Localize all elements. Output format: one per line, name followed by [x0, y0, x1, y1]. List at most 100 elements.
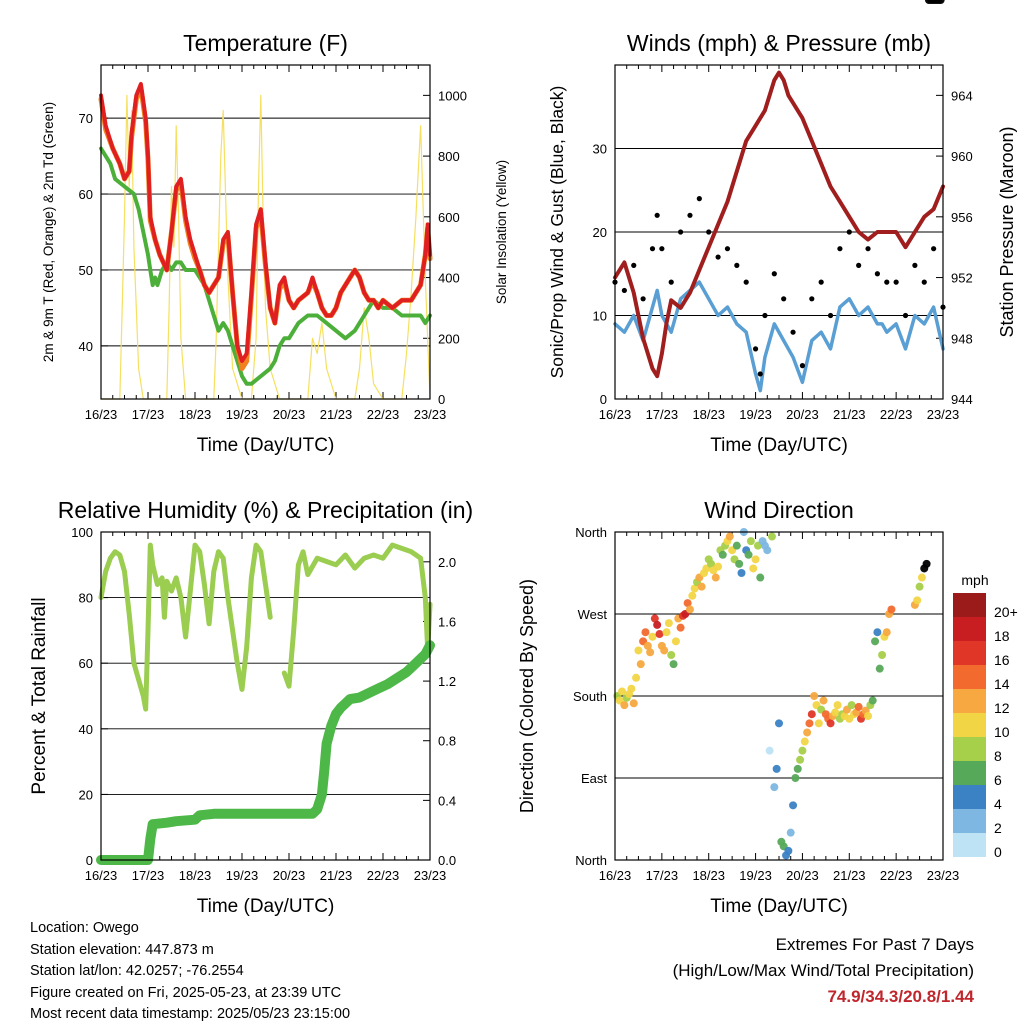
plot-frame: [100, 64, 431, 400]
chart-title: Relative Humidity (%) & Precipitation (i…: [58, 497, 473, 523]
x-tick-label: 19/23: [739, 868, 772, 883]
colorbar-label: 6: [994, 772, 1002, 788]
x-tick-label: 17/23: [132, 868, 165, 883]
y2-axis-label: Solar Insolation (Yellow): [494, 160, 509, 304]
gust-point: [659, 246, 665, 252]
direction-point: [882, 628, 891, 637]
y2-tick-label: 0.4: [438, 793, 456, 808]
direction-point: [737, 569, 746, 577]
x-tick-label: 20/23: [786, 407, 819, 422]
colorbar-label: 10: [994, 724, 1010, 740]
direction-point: [796, 755, 805, 764]
y-tick-label: 0: [86, 853, 93, 868]
x-tick-label: 19/23: [739, 407, 772, 422]
direction-point: [864, 712, 873, 721]
direction-point: [868, 696, 877, 705]
station-location: Location: Owego: [30, 920, 139, 936]
station-info: Location: Owego Station elevation: 447.8…: [30, 918, 350, 1026]
y-tick-label: 60: [79, 656, 93, 671]
extremes-values: 74.9/34.3/20.8/1.44: [827, 987, 974, 1006]
colorbar-label: 14: [994, 676, 1010, 692]
gust-point: [743, 279, 749, 285]
gust-point: [654, 212, 660, 218]
direction-point: [650, 614, 659, 623]
gust-point: [734, 262, 740, 268]
direction-point: [770, 783, 779, 792]
direction-point: [878, 651, 887, 659]
direction-point: [646, 648, 655, 657]
direction-point: [620, 701, 629, 710]
direction-point: [669, 660, 678, 669]
direction-point: [725, 532, 734, 541]
y-tick-label: 40: [79, 722, 93, 737]
x-tick-label: 22/23: [367, 407, 400, 422]
y-tick-label: East: [581, 771, 607, 786]
x-axis-label: Time (Day/UTC): [710, 896, 848, 917]
gust-point: [893, 279, 899, 285]
direction-point: [767, 532, 776, 541]
y2-tick-label: 948: [951, 331, 973, 346]
x-tick-label: 18/23: [692, 868, 725, 883]
y-tick-label: 50: [79, 263, 93, 278]
direction-point: [784, 846, 793, 855]
x-tick-label: 16/23: [599, 407, 632, 422]
colorbar-title: mph: [961, 572, 988, 588]
y-tick-label: West: [578, 607, 608, 622]
gust-point: [668, 279, 674, 285]
direction-point: [807, 710, 816, 719]
y-tick-label: 60: [79, 187, 93, 202]
extremes-box: Extremes For Past 7 Days (High/Low/Max W…: [673, 932, 974, 1010]
direction-point: [805, 719, 814, 728]
figure-created: Figure created on Fri, 2025-05-23, at 23…: [30, 984, 342, 1001]
direction-point: [791, 774, 800, 782]
colorbar-label: 16: [994, 652, 1010, 668]
direction-point: [751, 555, 760, 564]
direction-point: [854, 702, 863, 711]
data-timestamp: Most recent data timestamp: 2025/05/23 2…: [30, 1006, 351, 1022]
direction-point: [847, 701, 856, 710]
gust-point: [781, 296, 787, 302]
y2-tick-label: 964: [951, 88, 973, 103]
gust-point: [809, 296, 815, 302]
x-tick-label: 21/23: [320, 868, 353, 883]
y-tick-label: 40: [79, 339, 93, 354]
direction-point: [744, 550, 753, 559]
y2-tick-label: 956: [951, 210, 973, 225]
colorbar-label: 4: [994, 796, 1002, 812]
direction-point: [690, 584, 699, 593]
chart-title: Winds (mph) & Pressure (mb): [627, 30, 931, 56]
direction-point: [915, 582, 924, 591]
x-tick-label: 18/23: [692, 407, 725, 422]
gust-point: [837, 246, 843, 252]
series-precip: [96, 640, 435, 865]
y-tick-label: 30: [593, 142, 607, 157]
gust-point: [856, 262, 862, 268]
y2-tick-label: 0.0: [438, 853, 456, 868]
station-latlon: Station lat/lon: 42.0257; -76.2554: [30, 963, 244, 979]
direction-point: [873, 628, 882, 637]
y-tick-label: 20: [593, 225, 607, 240]
colorbar-label: 12: [994, 700, 1010, 716]
colorbar-swatch: [953, 785, 986, 809]
gust-point: [931, 246, 937, 252]
direction-point: [913, 596, 922, 605]
colorbar-swatch: [953, 641, 986, 665]
extremes-subtitle: (High/Low/Max Wind/Total Precipitation): [672, 961, 974, 980]
direction-point: [789, 801, 798, 810]
direction-point: [641, 628, 650, 637]
gust-point: [631, 262, 637, 268]
panel-direction: 16/23 17/23 18/23 19/23 20/23 21/23 22/23 23/23…: [517, 0, 1018, 917]
direction-point: [831, 708, 840, 717]
x-axis-label: Time (Day/UTC): [197, 896, 335, 917]
gust-point: [687, 212, 693, 218]
x-tick-label: 20/23: [273, 407, 306, 422]
direction-point: [683, 599, 692, 608]
direction-point: [627, 684, 636, 693]
colorbar-label: 20+: [994, 604, 1018, 620]
gust-point: [884, 279, 890, 285]
direction-point: [667, 651, 676, 659]
gust-point: [678, 229, 684, 235]
x-tick-label: 23/23: [927, 868, 960, 883]
direction-point: [629, 699, 638, 708]
